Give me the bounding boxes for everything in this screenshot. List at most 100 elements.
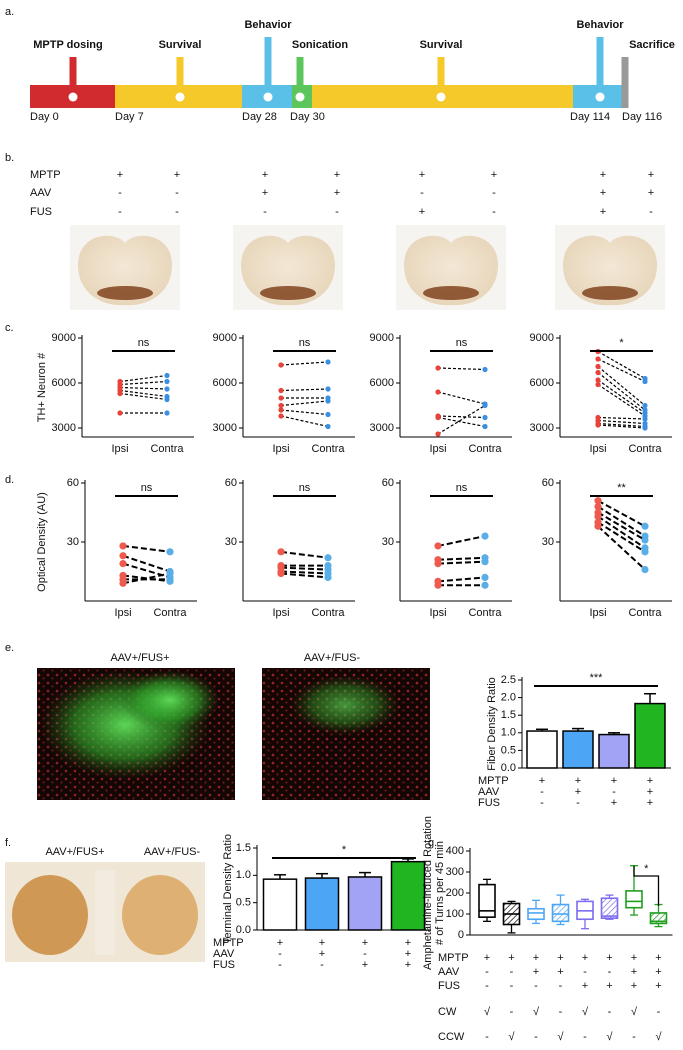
condition-mark: √ bbox=[508, 1031, 515, 1043]
bar bbox=[304, 877, 340, 931]
ipsi-point bbox=[119, 542, 127, 550]
panel-label: c. bbox=[5, 322, 14, 334]
y-axis-label: # of Turns per 45 min bbox=[434, 841, 446, 945]
condition-mark: + bbox=[362, 937, 368, 949]
x-tick-label: Contra bbox=[311, 443, 345, 455]
condition-mark: + bbox=[648, 187, 654, 199]
contra-point bbox=[641, 536, 649, 544]
y-tick-label: 6000 bbox=[213, 377, 237, 389]
x-tick-label: Ipsi bbox=[429, 443, 446, 455]
y-tick-label: 100 bbox=[446, 908, 464, 920]
condition-mark: + bbox=[174, 169, 180, 181]
y-tick-label: 2.5 bbox=[501, 674, 516, 686]
condition-mark: - bbox=[118, 206, 122, 218]
pair-line bbox=[597, 350, 646, 380]
event-stem bbox=[296, 57, 304, 108]
pair-line bbox=[597, 511, 646, 541]
day-label: Day 114 bbox=[570, 111, 610, 123]
condition-name: FUS bbox=[478, 797, 500, 809]
condition-mark: + bbox=[491, 169, 497, 181]
contra-point bbox=[482, 414, 488, 421]
condition-name: MPTP bbox=[438, 952, 469, 964]
y-tick-label: 60 bbox=[67, 477, 79, 489]
y-tick-label: 1.0 bbox=[501, 727, 516, 739]
contra-point bbox=[641, 522, 649, 530]
ipsi-point bbox=[278, 395, 284, 401]
condition-mark: + bbox=[262, 169, 268, 181]
ipsi-point bbox=[595, 369, 601, 376]
condition-mark: - bbox=[492, 206, 496, 218]
condition-mark: - bbox=[510, 980, 514, 992]
condition-mark: + bbox=[655, 966, 661, 978]
condition-mark: + bbox=[575, 786, 581, 798]
event-stem bbox=[264, 37, 272, 108]
condition-mark: + bbox=[600, 169, 606, 181]
condition-name: FUS bbox=[30, 206, 52, 218]
x-tick-label: Ipsi bbox=[429, 607, 446, 619]
condition-mark: - bbox=[540, 786, 544, 798]
y-tick-label: 2.0 bbox=[501, 692, 516, 704]
ipsi-point bbox=[435, 431, 441, 437]
ipsi-point bbox=[435, 414, 441, 421]
contra-point bbox=[164, 386, 170, 392]
condition-mark: + bbox=[647, 797, 653, 809]
y-tick-label: 9000 bbox=[530, 332, 554, 344]
event-stem bbox=[621, 57, 629, 108]
ipsi-point bbox=[595, 381, 601, 388]
contra-point bbox=[482, 366, 488, 373]
condition-mark: √ bbox=[606, 1031, 613, 1043]
event-dot bbox=[68, 92, 78, 102]
ipsi-point bbox=[119, 560, 127, 568]
y-tick-label: 0 bbox=[458, 929, 464, 941]
ipsi-point bbox=[277, 569, 285, 578]
y-axis-label: Fiber Density Ratio bbox=[486, 677, 498, 771]
bar bbox=[526, 730, 558, 769]
condition-mark: - bbox=[534, 1031, 538, 1043]
y-tick-label: 3000 bbox=[530, 422, 554, 434]
condition-mark: + bbox=[405, 937, 411, 949]
y-tick-label: 60 bbox=[225, 477, 237, 489]
contra-point bbox=[325, 386, 331, 392]
contra-point bbox=[481, 558, 489, 566]
panel-label: e. bbox=[5, 642, 14, 654]
condition-mark: + bbox=[319, 948, 325, 960]
pair-line bbox=[437, 556, 486, 561]
pair-line bbox=[437, 535, 486, 547]
panel-label: f. bbox=[5, 837, 11, 849]
ipsi-point bbox=[278, 413, 284, 419]
contra-point bbox=[642, 378, 648, 385]
pair-line bbox=[119, 386, 168, 390]
box bbox=[625, 890, 643, 909]
condition-name: FUS bbox=[213, 959, 235, 971]
bar bbox=[598, 733, 630, 769]
condition-mark: - bbox=[420, 187, 424, 199]
y-tick-label: 6000 bbox=[52, 377, 76, 389]
significance-bracket bbox=[633, 865, 660, 906]
condition-mark: - bbox=[278, 959, 282, 971]
x-tick-label: Contra bbox=[311, 607, 345, 619]
y-tick-label: 60 bbox=[542, 477, 554, 489]
condition-mark: + bbox=[611, 775, 617, 787]
ipsi-point bbox=[117, 390, 123, 397]
condition-mark: + bbox=[648, 169, 654, 181]
y-tick-label: 0.5 bbox=[501, 744, 516, 756]
y-tick-label: 6000 bbox=[530, 377, 554, 389]
contra-point bbox=[164, 372, 170, 379]
panel-label: a. bbox=[5, 6, 14, 18]
pair-line bbox=[280, 388, 329, 392]
condition-mark: + bbox=[405, 948, 411, 960]
pair-line bbox=[280, 550, 329, 559]
condition-name: CW bbox=[438, 1006, 457, 1018]
condition-mark: + bbox=[600, 206, 606, 218]
condition-mark: - bbox=[485, 980, 489, 992]
image-label: AAV+/FUS- bbox=[304, 652, 361, 664]
x-tick-label: Contra bbox=[468, 443, 502, 455]
y-tick-label: 3000 bbox=[370, 422, 394, 434]
condition-mark: - bbox=[534, 980, 538, 992]
condition-mark: - bbox=[320, 959, 324, 971]
y-tick-label: 9000 bbox=[52, 332, 76, 344]
ipsi-point bbox=[278, 387, 284, 394]
pair-line bbox=[437, 415, 486, 419]
y-tick-label: 0.0 bbox=[236, 924, 251, 936]
